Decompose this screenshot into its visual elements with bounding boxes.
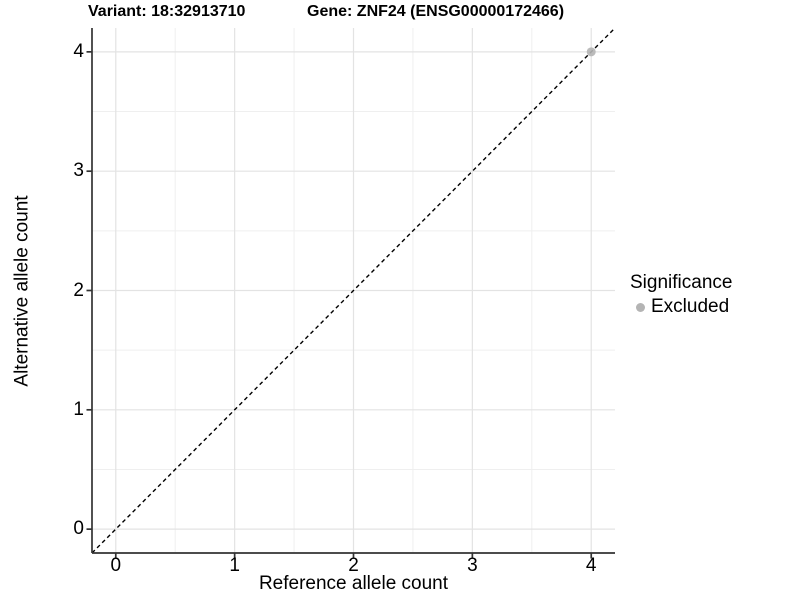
legend: Significance Excluded: [630, 271, 732, 319]
x-tick-label-4: 4: [585, 555, 597, 576]
x-axis-title: Reference allele count: [258, 573, 449, 594]
x-tick-label-2: 2: [348, 555, 359, 576]
x-tick-label-1: 1: [229, 555, 240, 576]
y-tick-label-2: 2: [73, 279, 84, 301]
y-tick-label-0: 0: [73, 518, 84, 540]
excluded-point-icon: [636, 302, 645, 312]
legend-item-excluded: Excluded: [630, 295, 732, 319]
y-tick-label-4: 4: [73, 40, 84, 62]
identity-dashed-line: [91, 27, 616, 554]
y-tick-label-3: 3: [73, 160, 84, 182]
y-axis-title: Alternative allele count: [11, 195, 33, 387]
legend-title: Significance: [630, 272, 733, 293]
x-tick-label-0: 0: [110, 555, 122, 576]
x-tick-label-3: 3: [467, 555, 478, 576]
plot-title-variant: Variant: 18:32913710: [88, 3, 246, 20]
plot-title-gene: Gene: ZNF24 (ENSG00000172466): [307, 3, 565, 20]
y-tick-label-1: 1: [73, 398, 84, 420]
legend-item-label: Excluded: [651, 296, 730, 317]
data-point-excluded: [586, 47, 596, 57]
